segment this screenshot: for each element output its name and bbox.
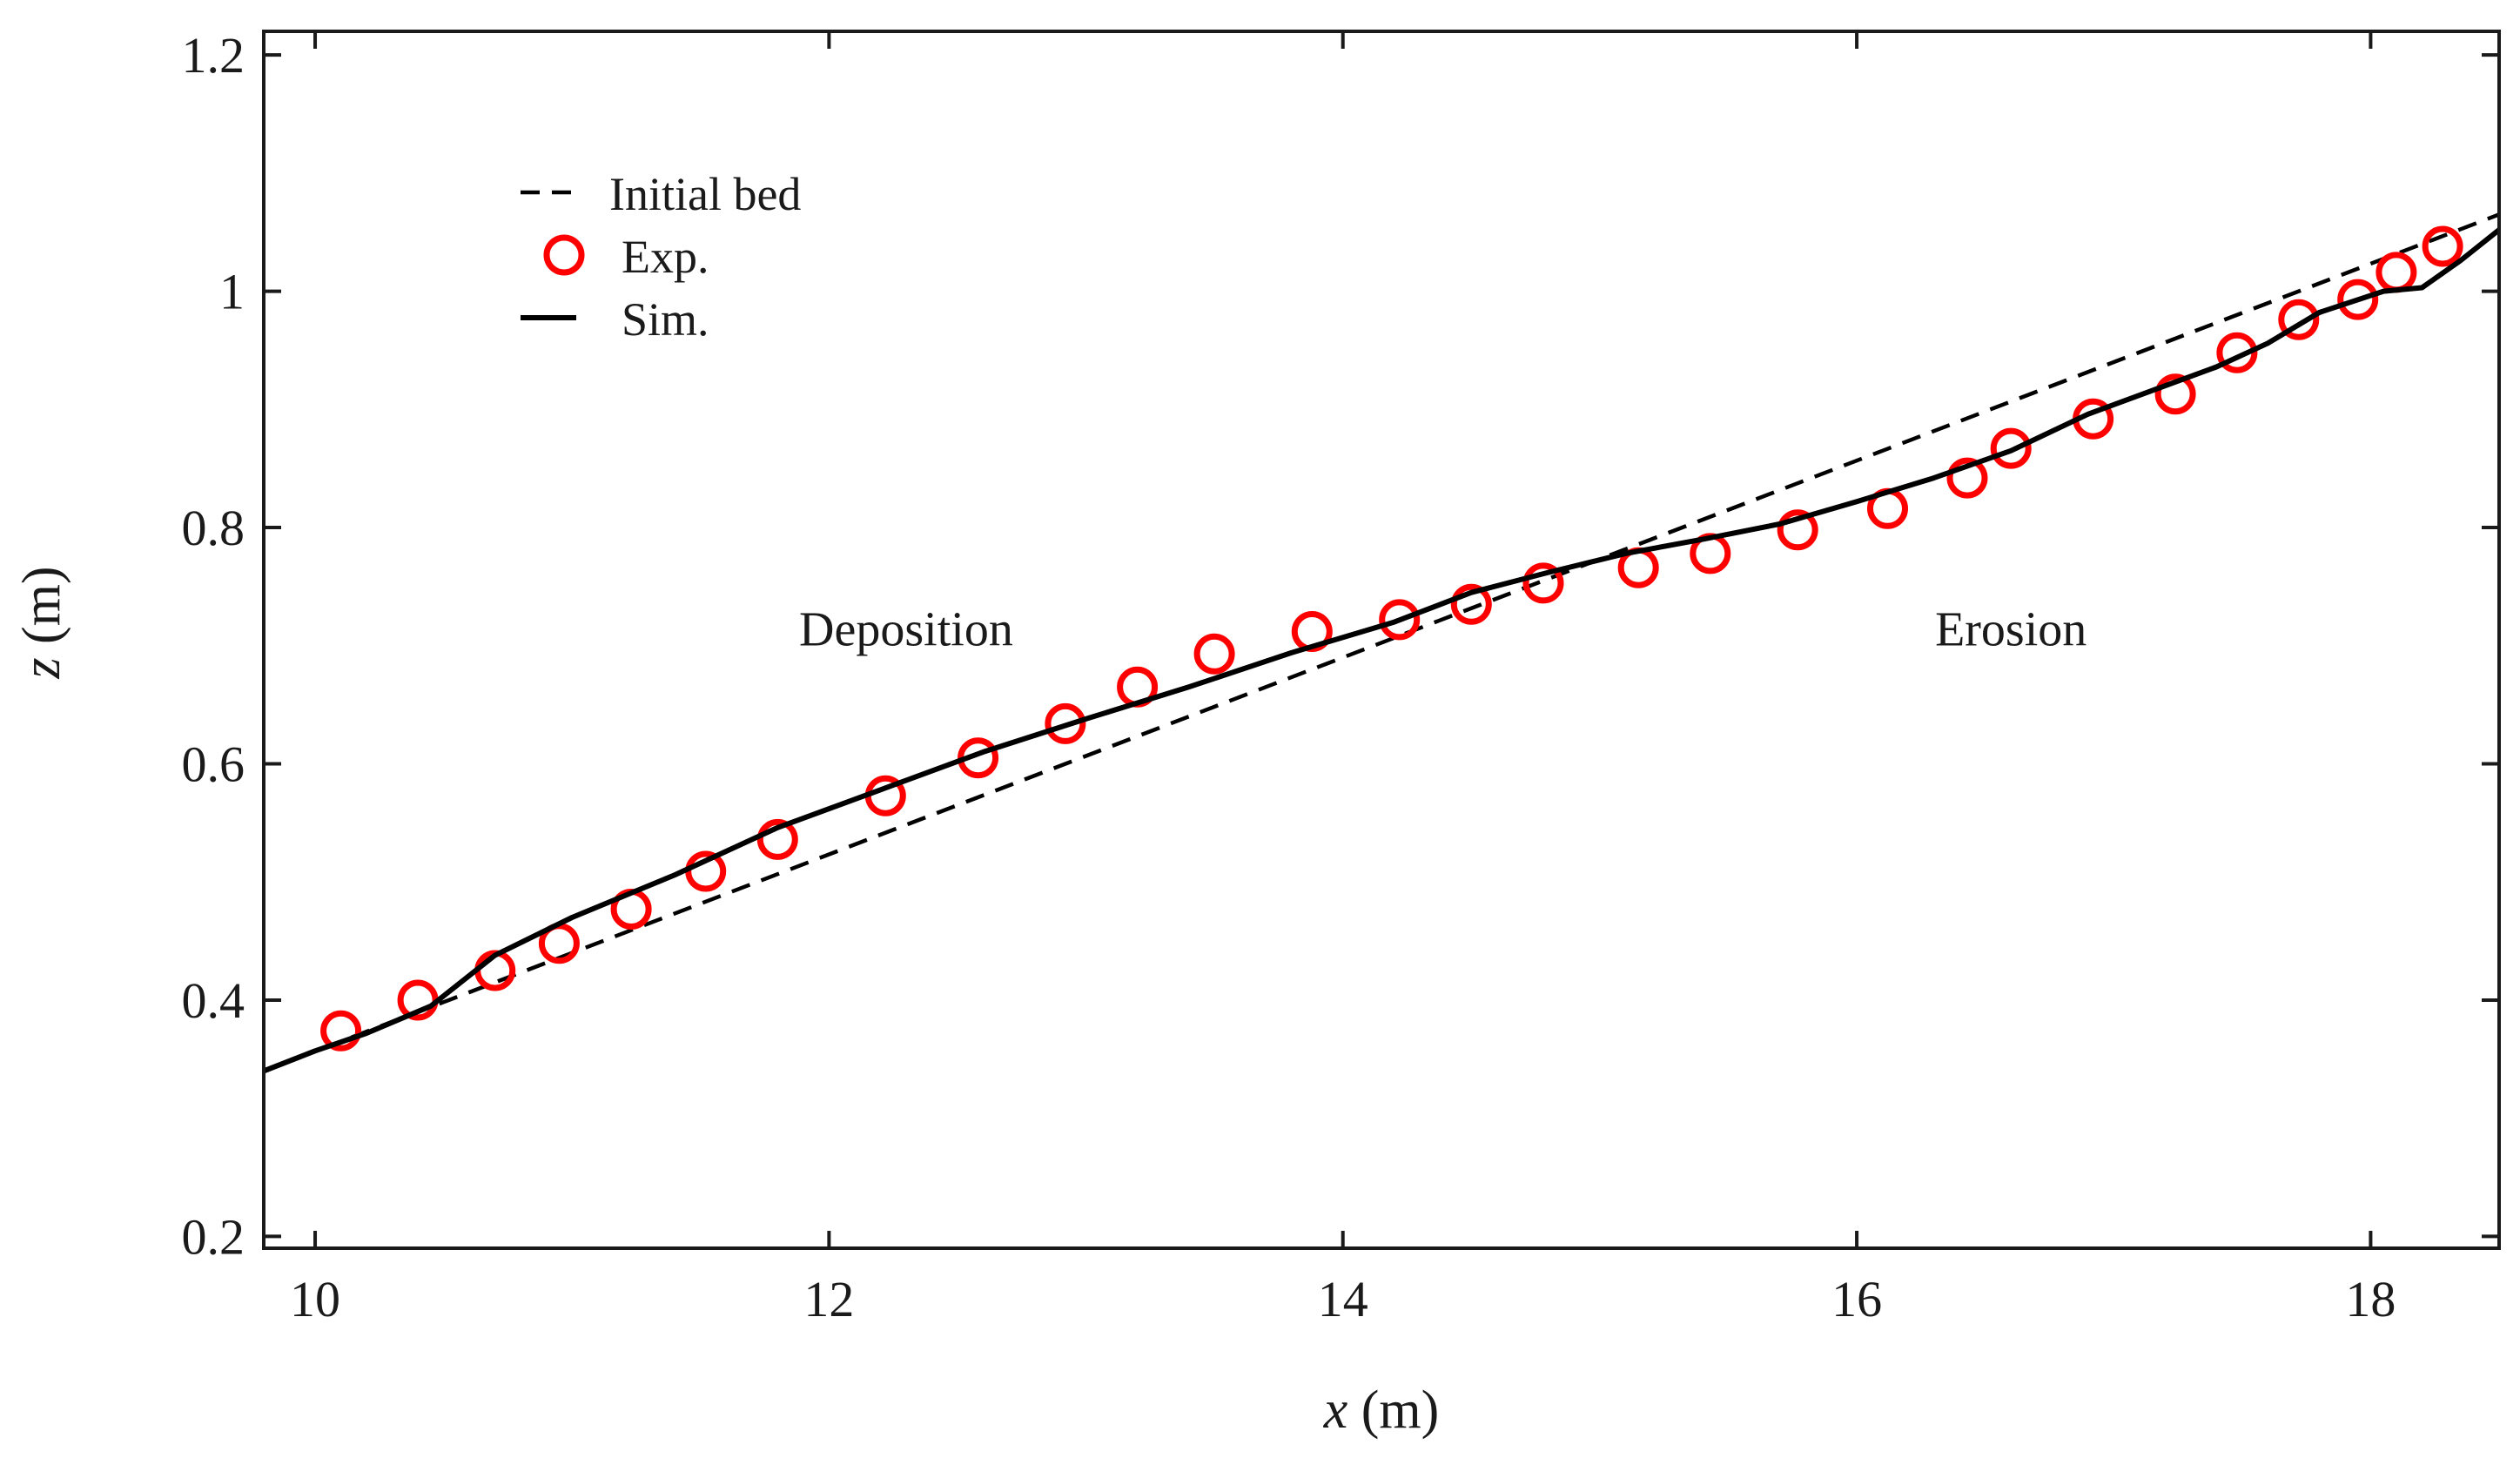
data-point-exp <box>756 818 798 860</box>
x-tick-label: 18 <box>2345 1271 2396 1327</box>
axes-frame <box>262 30 2501 1250</box>
y-tick-label: 0.2 <box>182 1208 245 1265</box>
data-point-exp <box>2154 373 2196 415</box>
data-point-exp <box>1045 702 1086 744</box>
legend-label: Exp. <box>622 231 709 283</box>
y-tick-label: 0.4 <box>182 972 245 1029</box>
x-tick-label: 14 <box>1318 1271 1368 1327</box>
data-point-exp <box>320 1010 362 1052</box>
y-tick-label: 0.6 <box>182 736 245 793</box>
data-point-exp <box>1450 583 1492 625</box>
axes: 10 12 14 16 18 0.2 0.4 0.6 0.8 1 1.2 x (m) z (m) <box>12 27 2501 1440</box>
annotation-label: Erosion <box>1935 602 2087 656</box>
y-tick-label: 1.2 <box>182 27 245 84</box>
y-tick-label: 0.8 <box>182 500 245 556</box>
plot-area <box>264 212 2499 1074</box>
legend-marker-exp <box>543 234 585 276</box>
legend-label: Initial bed <box>609 168 801 220</box>
sim-line <box>264 227 2499 1074</box>
y-tick-label: 1 <box>219 264 245 320</box>
annotations: Deposition Erosion <box>799 602 2087 656</box>
data-point-exp <box>2278 299 2320 340</box>
x-tick-label: 12 <box>803 1271 854 1327</box>
data-point-exp <box>1193 633 1235 675</box>
x-tick-label: 10 <box>290 1271 340 1327</box>
legend-label: Sim. <box>622 293 709 346</box>
data-point-exp <box>1946 457 1988 499</box>
data-point-exp <box>2422 225 2463 267</box>
data-point-exp <box>2376 252 2417 293</box>
data-point-exp <box>2216 332 2258 373</box>
legend: Initial bed Exp. Sim. <box>521 168 801 346</box>
data-point-exp <box>1379 599 1421 641</box>
annotation-label: Deposition <box>799 602 1013 656</box>
data-point-exp <box>1522 562 1564 604</box>
initial-bed-line <box>264 212 2499 1073</box>
data-point-exp <box>1990 427 2032 469</box>
x-axis-title: x (m) <box>1323 1381 1440 1440</box>
x-tick-label: 16 <box>1831 1271 1882 1327</box>
data-point-exp <box>2337 279 2379 320</box>
data-point-exp <box>1777 509 1818 551</box>
y-axis-title: z (m) <box>12 566 71 679</box>
